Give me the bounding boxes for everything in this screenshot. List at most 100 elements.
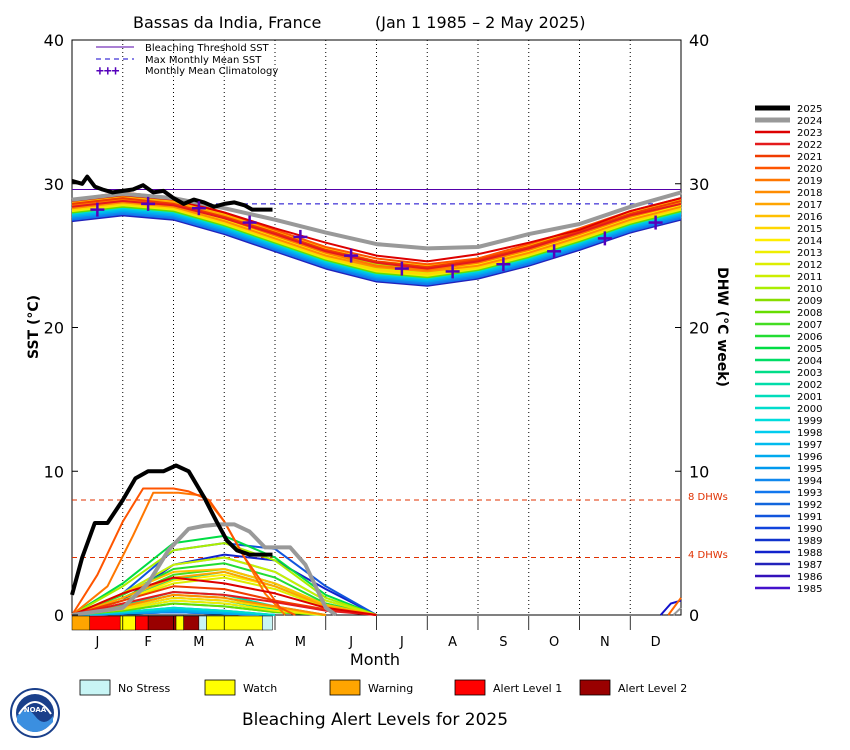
sst-series-lines xyxy=(71,174,682,287)
legend-label-2007: 2007 xyxy=(797,320,822,331)
sst-line-1993 xyxy=(71,212,682,286)
legend-label-2004: 2004 xyxy=(797,356,822,367)
dhw-line-late-year xyxy=(667,597,682,616)
dhw-line-late-year xyxy=(672,607,682,616)
month-label: D xyxy=(651,635,661,650)
legend-label-1987: 1987 xyxy=(797,560,822,571)
y-tick-label-left: 10 xyxy=(44,462,64,481)
month-label: S xyxy=(499,635,507,650)
legend-label-1985: 1985 xyxy=(797,584,822,595)
dhw-line-2019 xyxy=(71,491,286,616)
month-label: O xyxy=(549,635,559,650)
legend-label-2023: 2023 xyxy=(797,128,822,139)
alert-swatch-level2 xyxy=(579,679,611,696)
alert-bar-segment xyxy=(262,615,273,631)
legend-label-2003: 2003 xyxy=(797,368,822,379)
sst-line-2000 xyxy=(71,207,682,280)
alert-label-warning: Warning xyxy=(368,682,413,695)
legend-label-2021: 2021 xyxy=(797,152,822,163)
alert-swatch-no-stress xyxy=(79,679,111,696)
month-label: N xyxy=(600,635,610,650)
legend-label-1991: 1991 xyxy=(797,512,822,523)
alert-bar-segment xyxy=(183,615,200,631)
alert-swatch-level1 xyxy=(454,679,486,696)
reference-legend: Bleaching Threshold SST Max Monthly Mean… xyxy=(96,43,278,79)
y-axis-right-title: DHW (°C week) xyxy=(714,267,730,387)
legend-label-1997: 1997 xyxy=(797,440,822,451)
legend-threshold-label: Bleaching Threshold SST xyxy=(145,43,270,54)
dhw-8-label: 8 DHWs xyxy=(688,492,728,503)
legend-label-1992: 1992 xyxy=(797,500,822,511)
legend-label-1989: 1989 xyxy=(797,536,822,547)
legend-label-2008: 2008 xyxy=(797,308,822,319)
dhw-line-2010 xyxy=(71,542,377,616)
legend-label-2001: 2001 xyxy=(797,392,822,403)
sst-line-2015 xyxy=(71,202,682,276)
legend-label-1996: 1996 xyxy=(797,452,822,463)
y-tick-label-right: 10 xyxy=(689,462,709,481)
alert-label-level1: Alert Level 1 xyxy=(493,682,562,695)
noaa-logo-text: NOAA xyxy=(24,706,47,714)
y-tick-label-left: 40 xyxy=(44,31,64,50)
legend-mmm-label: Max Monthly Mean SST xyxy=(145,55,262,66)
legend-label-2002: 2002 xyxy=(797,380,822,391)
alert-title: Bleaching Alert Levels for 2025 xyxy=(242,710,508,730)
month-label: M xyxy=(193,635,204,650)
alert-bar-segment xyxy=(135,615,149,631)
legend-label-2016: 2016 xyxy=(797,212,822,223)
legend-climatology-label: Monthly Mean Climatology xyxy=(145,66,278,77)
legend-label-1995: 1995 xyxy=(797,464,822,475)
legend-label-2010: 2010 xyxy=(797,284,822,295)
sst-line-2022 xyxy=(71,200,682,270)
y-tick-label-right: 0 xyxy=(689,606,699,625)
dhw-line-2025 xyxy=(70,463,273,596)
alert-bar-segment xyxy=(175,615,184,631)
month-label: A xyxy=(245,635,254,650)
sst-line-2025 xyxy=(71,174,273,212)
sst-line-1987 xyxy=(71,214,682,287)
year-legend: 2025202420232022202120202019201820172016… xyxy=(755,104,822,595)
legend-label-1999: 1999 xyxy=(797,416,822,427)
axis-ticks-labels: 0 0 10 10 20 20 30 30 40 40 J F M A M J J A S O N D xyxy=(44,31,710,650)
legend-label-2015: 2015 xyxy=(797,224,822,235)
y-tick-label-right: 30 xyxy=(689,175,709,194)
alert-label-level2: Alert Level 2 xyxy=(618,682,687,695)
legend-label-2011: 2011 xyxy=(797,272,822,283)
alert-label-no-stress: No Stress xyxy=(118,682,171,695)
legend-label-2018: 2018 xyxy=(797,188,822,199)
legend-label-2014: 2014 xyxy=(797,236,822,247)
alert-bar-segment xyxy=(198,615,207,631)
legend-label-1990: 1990 xyxy=(797,524,822,535)
legend-label-1986: 1986 xyxy=(797,572,822,583)
sst-line-2018 xyxy=(71,201,682,273)
legend-label-2025: 2025 xyxy=(797,104,822,115)
legend-label-1993: 1993 xyxy=(797,488,822,499)
sst-line-2008 xyxy=(71,205,682,279)
legend-label-2009: 2009 xyxy=(797,296,822,307)
legend-label-2005: 2005 xyxy=(797,344,822,355)
alert-bar-segment xyxy=(89,615,121,631)
legend-label-2013: 2013 xyxy=(797,248,822,259)
sst-line-1996 xyxy=(71,210,682,283)
alert-bar-segment xyxy=(206,615,263,631)
month-label: A xyxy=(448,635,457,650)
alert-level-legend: No Stress Watch Warning Alert Level 1 Al… xyxy=(79,679,687,696)
legend-label-1988: 1988 xyxy=(797,548,822,559)
y-axis-left-title: SST (°C) xyxy=(26,295,42,359)
dhw-line-2020 xyxy=(71,487,296,616)
y-tick-label-left: 30 xyxy=(44,175,64,194)
legend-label-2024: 2024 xyxy=(797,116,822,127)
alert-bar-segment xyxy=(71,615,91,631)
noaa-logo-icon: NOAA xyxy=(10,688,60,738)
legend-label-2020: 2020 xyxy=(797,164,822,175)
legend-label-2006: 2006 xyxy=(797,332,822,343)
sst-line-2021 xyxy=(71,197,682,269)
sst-line-2013 xyxy=(71,204,682,277)
sst-line-1997 xyxy=(71,208,682,282)
legend-label-2019: 2019 xyxy=(797,176,822,187)
legend-label-1998: 1998 xyxy=(797,428,822,439)
dhw-series-lines xyxy=(70,463,682,617)
x-axis-title: Month xyxy=(350,650,400,669)
climatology-markers xyxy=(90,196,663,279)
